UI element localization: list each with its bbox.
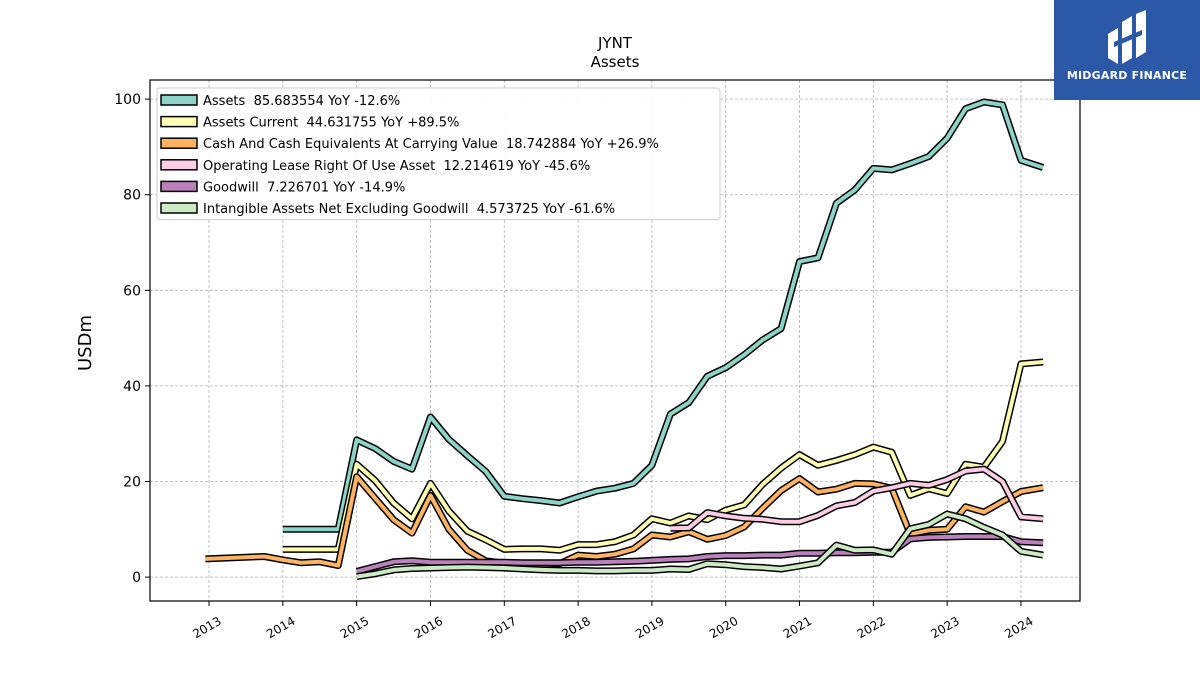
series-line-5 [356,534,1044,574]
series-line-6 [356,512,1044,579]
plot-frame [149,79,1081,602]
x-tick-label: 2016 [412,614,445,641]
midgard-finance-logo: MIDGARD FINANCE [1054,0,1200,100]
series-lines [205,98,1045,581]
legend-box [156,87,721,221]
y-tick-label: 60 [123,283,141,299]
series-line-2 [282,360,1044,553]
legend-label-3: Cash And Cash Equivalents At Carrying Va… [203,137,659,152]
x-tick-label: 2024 [1002,614,1035,641]
series-line-4 [670,467,1044,531]
y-axis-ticks: 0 20 40 60 80 100 [114,92,150,586]
y-tick-label: 20 [123,475,141,491]
x-tick-label: 2018 [559,614,592,641]
x-tick-label: 2015 [338,614,371,641]
x-tick-label: 2014 [264,614,297,641]
series-line-1 [282,100,1044,532]
legend-swatch-5 [160,180,198,193]
x-tick-label: 2022 [855,614,888,641]
legend-swatch-2 [160,115,198,128]
x-tick-label: 2013 [190,614,223,641]
chart-subtitle: Assets [591,53,640,71]
y-axis-label: USDm [75,315,96,371]
legend-label-6: Intangible Assets Net Excluding Goodwill… [203,202,615,217]
legend-swatch-6 [160,202,198,214]
logo-text: MIDGARD FINANCE [1066,69,1188,82]
series-outline-4 [670,465,1044,532]
legend-swatch-1 [160,94,198,106]
x-tick-label: 2023 [928,614,961,641]
x-axis-ticks: 2013 2014 2015 2016 2017 2018 2019 2020 2021 2022… [190,601,1036,641]
legend: Assets 85.683554 YoY -12.6% Assets Curren… [156,87,721,221]
x-tick-label: 2017 [486,614,519,641]
series-line-3 [205,474,1044,568]
legend-label-1: Assets 85.683554 YoY -12.6% [203,94,400,109]
x-tick-label: 2019 [633,614,666,641]
y-tick-label: 80 [123,188,141,204]
y-tick-label: 40 [123,379,141,395]
legend-label-4: Operating Lease Right Of Use Asset 12.21… [203,159,590,174]
x-tick-label: 2021 [781,614,814,641]
chart-title: JYNT [597,34,633,52]
legend-swatch-3 [160,137,198,149]
logo-mark-icon [1108,10,1146,64]
y-tick-label: 100 [114,92,141,108]
x-tick-label: 2020 [707,614,740,641]
legend-label-5: Goodwill 7.226701 YoY -14.9% [203,180,405,195]
y-tick-label: 0 [132,570,141,586]
legend-label-2: Assets Current 44.631755 YoY +89.5% [203,116,459,131]
legend-swatch-4 [160,159,198,171]
